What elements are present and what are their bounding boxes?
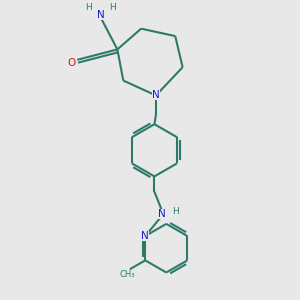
Text: N: N	[158, 209, 166, 219]
Text: H: H	[109, 2, 116, 11]
Text: N: N	[97, 10, 105, 20]
Text: N: N	[141, 231, 148, 241]
Text: CH₃: CH₃	[119, 270, 135, 279]
Text: N: N	[152, 90, 160, 100]
Text: O: O	[68, 58, 76, 68]
Text: H: H	[85, 2, 92, 11]
Text: H: H	[172, 207, 179, 216]
